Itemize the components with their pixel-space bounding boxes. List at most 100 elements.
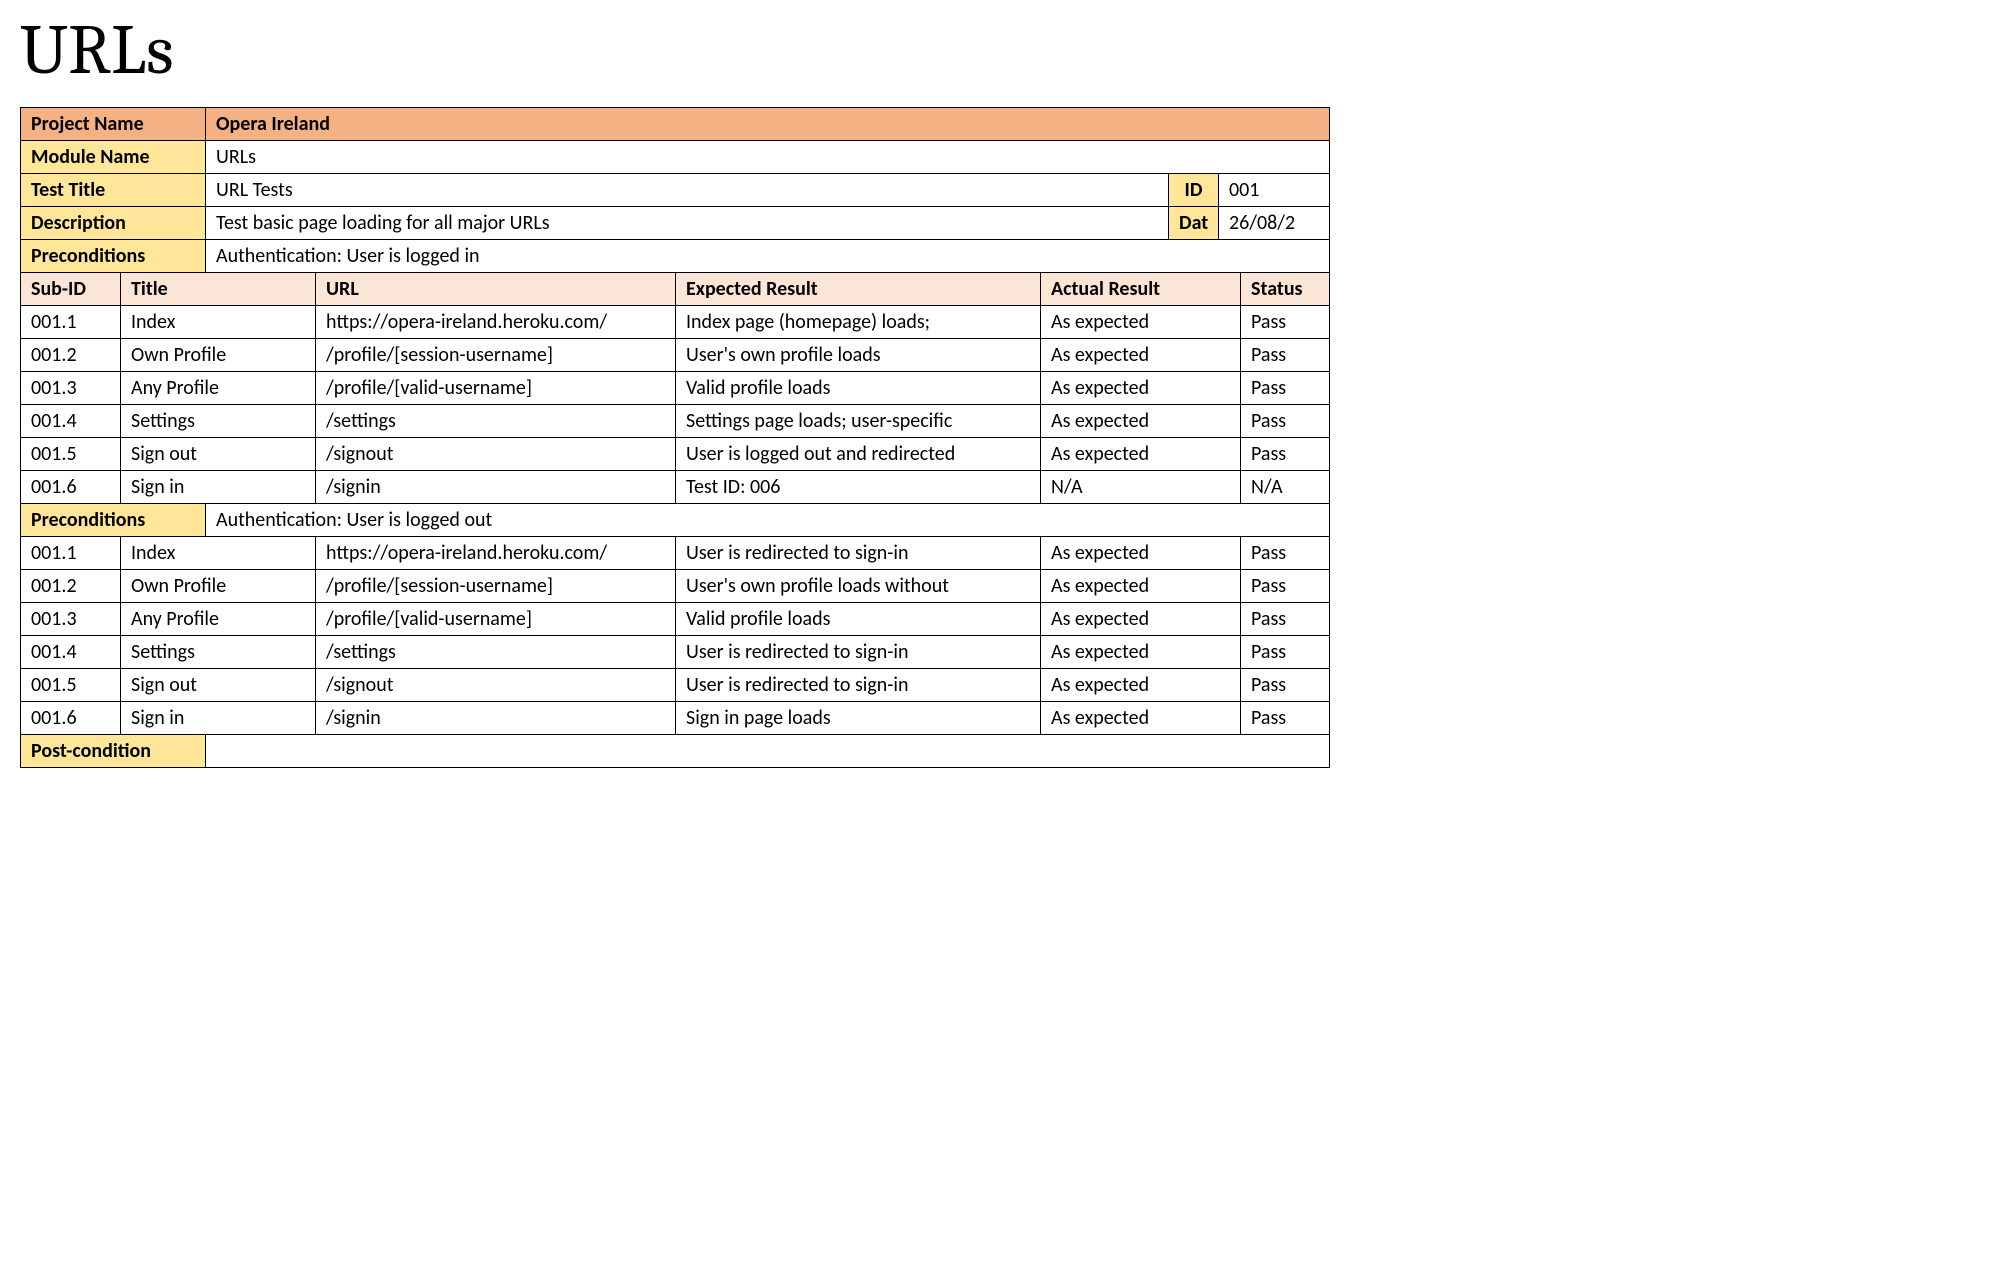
post-condition-row: Post-condition bbox=[21, 735, 1329, 767]
cell-url: /signout bbox=[316, 438, 676, 470]
test-title-value: URL Tests bbox=[206, 174, 1169, 206]
cell-actual: As expected bbox=[1041, 339, 1241, 371]
cell-actual: As expected bbox=[1041, 702, 1241, 734]
preconditions-label: Preconditions bbox=[21, 240, 206, 272]
project-name-value: Opera Ireland bbox=[206, 108, 1329, 140]
cell-url: /profile/[session-username] bbox=[316, 339, 676, 371]
cell-sub-id: 001.6 bbox=[21, 702, 121, 734]
cell-expected: User is logged out and redirected bbox=[676, 438, 1041, 470]
cell-sub-id: 001.2 bbox=[21, 339, 121, 371]
cell-status: N/A bbox=[1241, 471, 1329, 503]
cell-actual: As expected bbox=[1041, 306, 1241, 338]
cell-sub-id: 001.5 bbox=[21, 669, 121, 701]
cell-title: Sign out bbox=[121, 669, 316, 701]
test-document: Project Name Opera Ireland Module Name U… bbox=[20, 107, 1330, 768]
cell-url: /profile/[session-username] bbox=[316, 570, 676, 602]
table-row: 001.4 Settings /settings Settings page l… bbox=[21, 405, 1329, 438]
cell-expected: Settings page loads; user-specific bbox=[676, 405, 1041, 437]
cell-sub-id: 001.1 bbox=[21, 537, 121, 569]
cell-actual: As expected bbox=[1041, 372, 1241, 404]
cell-title: Own Profile bbox=[121, 339, 316, 371]
cell-title: Settings bbox=[121, 636, 316, 668]
cell-url: /settings bbox=[316, 405, 676, 437]
cell-url: /profile/[valid-username] bbox=[316, 603, 676, 635]
cell-actual: As expected bbox=[1041, 603, 1241, 635]
col-sub-id: Sub-ID bbox=[21, 273, 121, 305]
cell-status: Pass bbox=[1241, 438, 1329, 470]
cell-title: Own Profile bbox=[121, 570, 316, 602]
id-label: ID bbox=[1169, 174, 1219, 206]
preconditions-row-2: Preconditions Authentication: User is lo… bbox=[21, 504, 1329, 537]
module-name-value: URLs bbox=[206, 141, 1329, 173]
description-value: Test basic page loading for all major UR… bbox=[206, 207, 1169, 239]
cell-url: /signout bbox=[316, 669, 676, 701]
date-value: 26/08/2 bbox=[1219, 207, 1329, 239]
cell-expected: User's own profile loads without bbox=[676, 570, 1041, 602]
table-row: 001.3 Any Profile /profile/[valid-userna… bbox=[21, 372, 1329, 405]
cell-expected: Valid profile loads bbox=[676, 603, 1041, 635]
cell-expected: Valid profile loads bbox=[676, 372, 1041, 404]
cell-status: Pass bbox=[1241, 372, 1329, 404]
cell-expected: User is redirected to sign-in bbox=[676, 636, 1041, 668]
cell-sub-id: 001.4 bbox=[21, 636, 121, 668]
table-row: 001.2 Own Profile /profile/[session-user… bbox=[21, 570, 1329, 603]
preconditions-label: Preconditions bbox=[21, 504, 206, 536]
col-title: Title bbox=[121, 273, 316, 305]
cell-actual: As expected bbox=[1041, 636, 1241, 668]
cell-title: Sign out bbox=[121, 438, 316, 470]
test-title-label: Test Title bbox=[21, 174, 206, 206]
cell-title: Index bbox=[121, 537, 316, 569]
description-row: Description Test basic page loading for … bbox=[21, 207, 1329, 240]
id-value: 001 bbox=[1219, 174, 1329, 206]
col-url: URL bbox=[316, 273, 676, 305]
table-row: 001.4 Settings /settings User is redirec… bbox=[21, 636, 1329, 669]
cell-actual: N/A bbox=[1041, 471, 1241, 503]
cell-status: Pass bbox=[1241, 669, 1329, 701]
page-heading: URLs bbox=[20, 10, 1985, 91]
table-row: 001.6 Sign in /signin Test ID: 006 N/A N… bbox=[21, 471, 1329, 504]
cell-expected: User's own profile loads bbox=[676, 339, 1041, 371]
preconditions-value-1: Authentication: User is logged in bbox=[206, 240, 1329, 272]
cell-status: Pass bbox=[1241, 537, 1329, 569]
preconditions-value-2: Authentication: User is logged out bbox=[206, 504, 1329, 536]
table-row: 001.1 Index https://opera-ireland.heroku… bbox=[21, 537, 1329, 570]
col-actual: Actual Result bbox=[1041, 273, 1241, 305]
cell-actual: As expected bbox=[1041, 570, 1241, 602]
cell-actual: As expected bbox=[1041, 537, 1241, 569]
cell-title: Any Profile bbox=[121, 603, 316, 635]
cell-actual: As expected bbox=[1041, 405, 1241, 437]
cell-sub-id: 001.1 bbox=[21, 306, 121, 338]
project-name-label: Project Name bbox=[21, 108, 206, 140]
cell-title: Settings bbox=[121, 405, 316, 437]
cell-status: Pass bbox=[1241, 570, 1329, 602]
table-row: 001.3 Any Profile /profile/[valid-userna… bbox=[21, 603, 1329, 636]
post-condition-value bbox=[206, 735, 1329, 767]
cell-status: Pass bbox=[1241, 405, 1329, 437]
table-row: 001.2 Own Profile /profile/[session-user… bbox=[21, 339, 1329, 372]
cell-expected: Test ID: 006 bbox=[676, 471, 1041, 503]
description-label: Description bbox=[21, 207, 206, 239]
project-name-row: Project Name Opera Ireland bbox=[21, 108, 1329, 141]
cell-sub-id: 001.3 bbox=[21, 603, 121, 635]
cell-title: Any Profile bbox=[121, 372, 316, 404]
col-status: Status bbox=[1241, 273, 1329, 305]
table-row: 001.5 Sign out /signout User is redirect… bbox=[21, 669, 1329, 702]
cell-url: /signin bbox=[316, 702, 676, 734]
table-row: 001.5 Sign out /signout User is logged o… bbox=[21, 438, 1329, 471]
cell-url: /profile/[valid-username] bbox=[316, 372, 676, 404]
cell-expected: Sign in page loads bbox=[676, 702, 1041, 734]
cell-status: Pass bbox=[1241, 702, 1329, 734]
cell-status: Pass bbox=[1241, 636, 1329, 668]
cell-url: https://opera-ireland.heroku.com/ bbox=[316, 537, 676, 569]
cell-expected: Index page (homepage) loads; bbox=[676, 306, 1041, 338]
cell-sub-id: 001.2 bbox=[21, 570, 121, 602]
cell-actual: As expected bbox=[1041, 669, 1241, 701]
cell-sub-id: 001.5 bbox=[21, 438, 121, 470]
cell-url: /signin bbox=[316, 471, 676, 503]
date-label: Dat bbox=[1169, 207, 1219, 239]
cell-url: https://opera-ireland.heroku.com/ bbox=[316, 306, 676, 338]
cell-expected: User is redirected to sign-in bbox=[676, 537, 1041, 569]
preconditions-row-1: Preconditions Authentication: User is lo… bbox=[21, 240, 1329, 273]
cell-sub-id: 001.6 bbox=[21, 471, 121, 503]
column-header-row: Sub-ID Title URL Expected Result Actual … bbox=[21, 273, 1329, 306]
